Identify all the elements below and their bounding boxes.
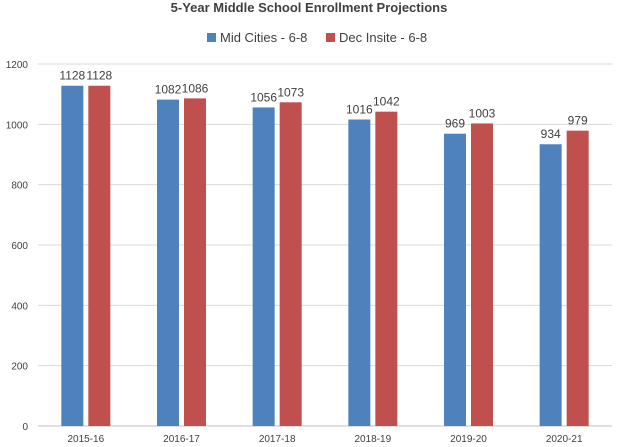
data-label: 1003 [469,106,496,120]
y-tick-label: 1000 [6,120,29,131]
y-tick-label: 1200 [6,60,29,71]
y-tick-label: 600 [11,241,28,252]
x-category-label: 2019-20 [450,434,487,445]
x-category-label: 2018-19 [354,434,391,445]
data-label: 979 [568,114,588,128]
bar-dec-insite-2017-18 [279,102,302,426]
data-label: 1128 [59,69,85,83]
x-axis-categories: 2015-16 2016-17 2017-18 2018-19 2019-20 2020-… [67,434,582,445]
x-category-label: 2017-18 [259,434,296,445]
data-label: 1056 [250,90,277,104]
bar-mid-cities-2018-19 [348,119,371,427]
data-label: 1042 [373,95,400,109]
y-tick-label: 200 [11,362,28,373]
bar-dec-insite-2016-17 [184,98,206,426]
bar-mid-cities-2016-17 [157,99,179,426]
bar-mid-cities-2019-20 [444,133,466,426]
legend-item-dec-insite: Dec Insite - 6-8 [326,30,427,45]
data-label: 969 [445,117,465,131]
y-tick-label: 400 [11,301,28,312]
data-label: 1086 [182,81,209,95]
gridlines [38,63,612,427]
bar-dec-insite-2018-19 [375,111,398,426]
bar-dec-insite-2019-20 [471,123,493,426]
bar-mid-cities-2015-16 [61,85,84,426]
legend: Mid Cities - 6-8 Dec Insite - 6-8 [207,30,427,45]
x-category-label: 2015-16 [67,434,104,445]
data-label: 1082 [155,83,182,97]
legend-swatch-mid-cities [207,33,216,42]
data-label: 934 [541,127,561,141]
y-tick-label: 0 [22,422,28,433]
data-label: 1128 [86,69,112,83]
data-label: 1073 [277,85,304,99]
legend-label-dec-insite: Dec Insite - 6-8 [339,30,427,45]
bar-mid-cities-2020-21 [539,144,562,426]
x-category-label: 2016-17 [163,434,200,445]
bar-dec-insite-2015-16 [88,85,111,426]
chart-title: 5-Year Middle School Enrollment Projecti… [171,0,448,15]
bar-dec-insite-2020-21 [566,130,589,426]
bar-mid-cities-2017-18 [252,107,275,426]
legend-item-mid-cities: Mid Cities - 6-8 [207,30,307,45]
x-category-label: 2020-21 [546,434,583,445]
y-tick-label: 800 [11,181,28,192]
legend-swatch-dec-insite [326,33,335,42]
y-axis-ticks: 0 200 400 600 800 1000 1200 [6,60,29,433]
legend-label-mid-cities: Mid Cities - 6-8 [220,30,307,45]
bars [61,85,589,427]
data-label: 1016 [346,103,373,117]
